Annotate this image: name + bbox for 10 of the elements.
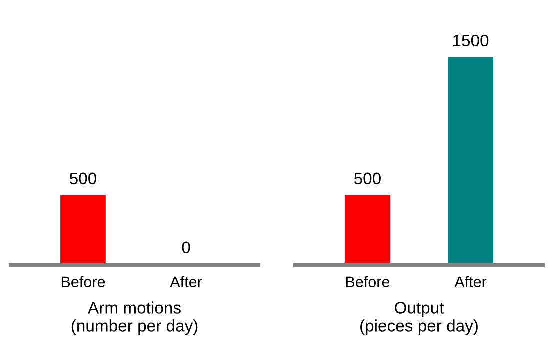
x-tick-label: Before (346, 276, 390, 288)
data-label: 1500 (454, 34, 489, 47)
x-axis-title: Output (pieces per day) (360, 302, 478, 336)
x-tick-label: After (454, 276, 487, 288)
x-axis-title: Arm motions (number per day) (72, 302, 198, 336)
data-label: 0 (182, 242, 190, 254)
x-tick-label: Before (62, 276, 106, 288)
x-tick-label: After (170, 276, 202, 288)
data-label: 500 (70, 172, 96, 185)
data-label: 500 (354, 172, 381, 185)
